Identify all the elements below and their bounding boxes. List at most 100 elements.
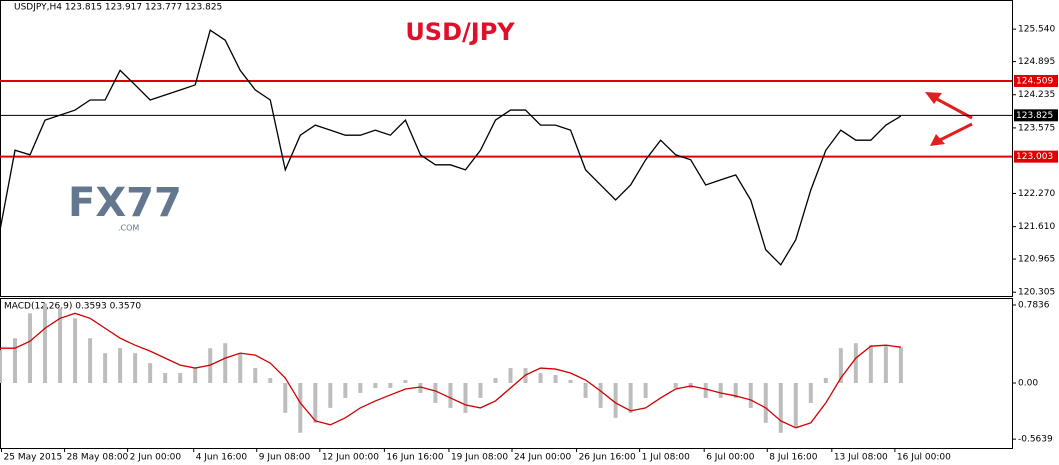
x-tick-label: 12 Jun 00:00 <box>322 453 379 463</box>
macd-bar <box>628 383 633 413</box>
x-tick-label: 4 Jun 16:00 <box>196 453 248 463</box>
macd-bar <box>583 383 588 398</box>
macd-bar <box>703 383 708 398</box>
y-tick-label: 125.540 <box>1018 25 1055 35</box>
y-tick-label: 122.270 <box>1018 189 1055 199</box>
macd-bar <box>868 345 873 384</box>
x-tick-label: 2 Jun 00:00 <box>130 453 182 463</box>
macd-bar <box>343 383 348 398</box>
symbol-header: USDJPY,H4 123.815 123.917 123.777 123.82… <box>14 3 222 13</box>
macd-bar <box>853 343 858 384</box>
y-tick-label: 0.7836 <box>1018 301 1050 311</box>
macd-bar <box>58 308 63 384</box>
macd-bar <box>448 383 453 408</box>
macd-bar <box>388 383 393 388</box>
x-tick-label: 6 Jul 00:00 <box>706 453 755 463</box>
y-tick-label: 0.00 <box>1018 379 1038 389</box>
macd-bar <box>133 353 138 384</box>
macd-bar <box>13 338 18 384</box>
y-tick-label: -0.5639 <box>1018 435 1053 445</box>
macd-bar <box>0 350 2 384</box>
level-label: 123.825 <box>1016 111 1053 121</box>
macd-bar <box>883 346 888 384</box>
level-label: 124.509 <box>1016 76 1053 86</box>
chart-title: USD/JPY <box>405 18 515 46</box>
macd-bar <box>238 353 243 384</box>
x-tick-label: 8 Jul 16:00 <box>769 453 818 463</box>
macd-bar <box>193 368 198 384</box>
macd-bar <box>898 347 903 384</box>
macd-bar <box>673 383 678 388</box>
macd-bar <box>178 373 183 384</box>
level-badge <box>1014 74 1058 87</box>
x-tick-label: 16 Jul 00:00 <box>897 453 951 463</box>
macd-bar <box>748 383 753 408</box>
x-tick-label: 24 Jun 00:00 <box>514 453 571 463</box>
macd-bar <box>403 380 408 384</box>
macd-bar <box>43 303 48 384</box>
level-label: 123.003 <box>1016 152 1053 162</box>
y-tick-label: 124.895 <box>1018 57 1055 67</box>
x-tick-label: 16 Jun 16:00 <box>386 453 443 463</box>
macd-bar <box>808 383 813 403</box>
y-tick-label: 123.575 <box>1018 123 1055 133</box>
x-tick-label: 19 Jun 08:00 <box>451 453 508 463</box>
macd-bar <box>223 343 228 384</box>
macd-bar <box>73 318 78 384</box>
macd-bar <box>418 383 423 393</box>
x-tick-label: 1 Jul 08:00 <box>642 453 691 463</box>
macd-bar <box>298 383 303 433</box>
macd-bar <box>283 383 288 413</box>
macd-bar <box>778 383 783 433</box>
macd-bar <box>763 383 768 423</box>
arrows <box>925 92 973 146</box>
macd-bar <box>358 383 363 393</box>
y-tick-label: 120.305 <box>1018 288 1055 298</box>
price-line <box>0 29 902 266</box>
signal-line <box>0 312 901 429</box>
macd-bar <box>823 378 828 384</box>
macd-bar <box>253 368 258 384</box>
macd-bar <box>268 378 273 384</box>
macd-bar <box>433 383 438 403</box>
watermark: FX77 <box>68 180 182 226</box>
x-tick-label: 26 Jun 16:00 <box>579 453 636 463</box>
macd-bar <box>568 380 573 384</box>
x-tick-label: 13 Jul 08:00 <box>834 453 888 463</box>
macd-bar <box>793 383 798 428</box>
macd-bar <box>598 383 603 408</box>
macd-bar <box>88 338 93 384</box>
macd-bar <box>478 383 483 398</box>
macd-bar <box>838 348 843 384</box>
y-tick-label: 121.610 <box>1018 222 1055 232</box>
arrow-head <box>930 134 945 146</box>
x-tick-label: 25 May 2015 <box>4 453 63 463</box>
watermark-sub: .COM <box>118 224 139 233</box>
y-tick-label: 120.965 <box>1018 255 1055 265</box>
arrow-down <box>939 122 973 142</box>
macd-bar <box>313 383 318 423</box>
macd-frame <box>0 298 1013 449</box>
level-badge <box>1014 150 1058 163</box>
macd-bar <box>508 368 513 384</box>
level-badge <box>1014 109 1058 122</box>
macd-bar <box>493 378 498 384</box>
macd-bar <box>553 375 558 384</box>
macd-bar <box>613 383 618 418</box>
macd-bar <box>463 383 468 413</box>
macd-bar <box>328 383 333 408</box>
macd-bar <box>103 353 108 384</box>
macd-bar <box>733 383 738 398</box>
macd-bar <box>538 373 543 384</box>
macd-bar <box>148 363 153 384</box>
macd-bar <box>28 313 33 384</box>
y-tick-label: 124.235 <box>1018 90 1055 100</box>
x-tick-label: 9 Jun 08:00 <box>259 453 311 463</box>
x-tick-label: 28 May 08:00 <box>67 453 129 463</box>
macd-bar <box>163 373 168 384</box>
macd-bar <box>643 383 648 398</box>
price-frame <box>0 0 1013 297</box>
arrow-head <box>925 92 942 104</box>
arrow-up <box>934 96 973 120</box>
